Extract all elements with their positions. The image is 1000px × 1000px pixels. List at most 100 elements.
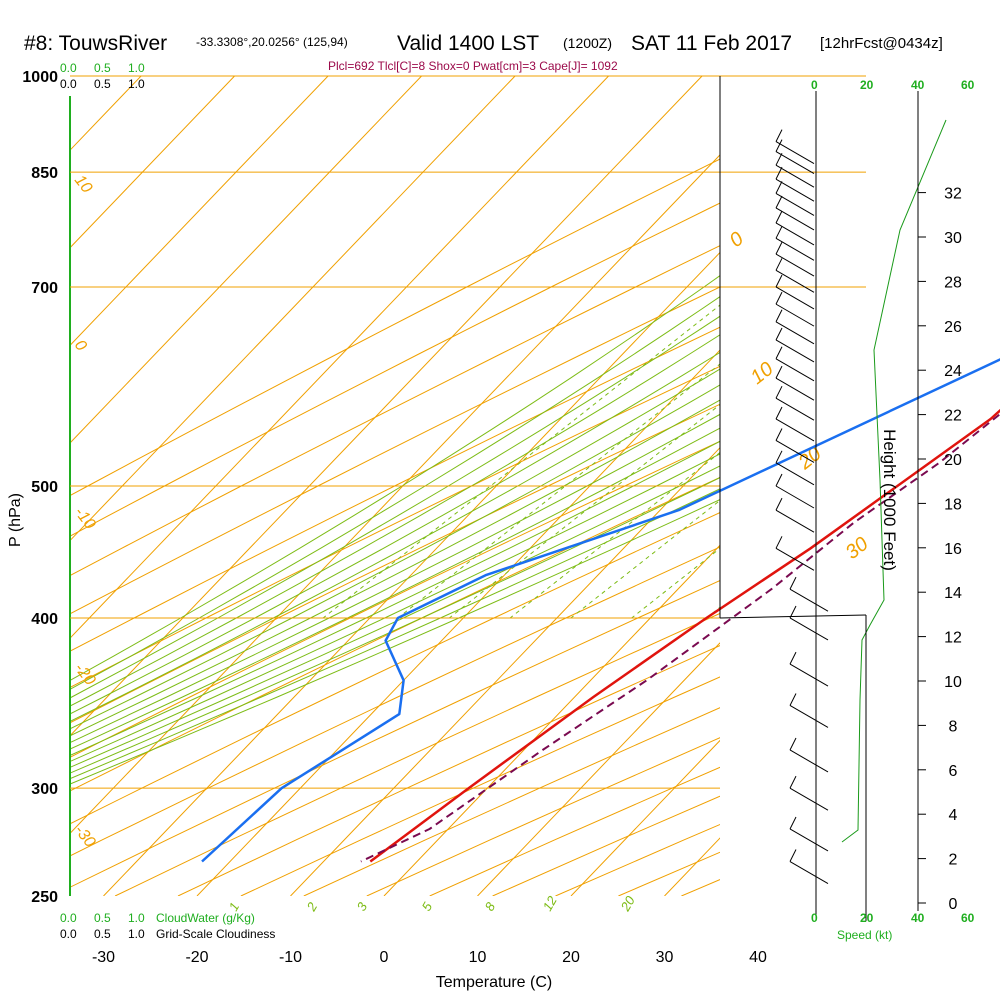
height-tick-label: 30 xyxy=(944,230,962,247)
wind-barb-flag xyxy=(789,849,797,862)
wind-barb-flag xyxy=(775,210,783,224)
wind-barb-flag xyxy=(775,195,783,209)
x-tick-label: 30 xyxy=(656,949,674,966)
cloudwater-scale-bottom-0: 0.0 xyxy=(60,911,77,925)
wind-barb xyxy=(789,663,829,687)
height-tick-label: 16 xyxy=(944,541,962,558)
wind-barb xyxy=(775,462,815,486)
height-profile-line xyxy=(841,119,947,843)
height-tick-label: 14 xyxy=(944,585,962,602)
cloudiness-scale-bottom-1: 0.5 xyxy=(94,927,111,941)
wind-barb xyxy=(775,485,815,509)
wind-barb-flag xyxy=(789,737,797,751)
wind-barb xyxy=(789,787,829,811)
height-tick-label: 32 xyxy=(944,186,962,203)
wind-barb-flag xyxy=(775,139,783,152)
speed-tick-top-3: 60 xyxy=(961,78,975,92)
wind-barb xyxy=(775,207,815,231)
height-tick-label: 0 xyxy=(949,896,958,913)
wind-barb-flag xyxy=(789,605,797,619)
cloudiness-scale-top-0: 0.0 xyxy=(60,77,77,91)
dry-adiabat-label: 30 xyxy=(842,533,873,564)
dry-adiabat-line xyxy=(807,76,1000,896)
isotherm-line xyxy=(852,76,1000,896)
moist-adiabat-line xyxy=(70,488,720,780)
x-tick-label: 10 xyxy=(469,949,487,966)
moist-adiabat-line xyxy=(70,453,720,763)
mixing-ratio-line xyxy=(509,451,720,619)
x-tick-label: 20 xyxy=(562,949,580,966)
height-tick-label: 28 xyxy=(944,274,962,291)
height-tick-label: 20 xyxy=(944,452,962,469)
cloudiness-label: Grid-Scale Cloudiness xyxy=(156,927,275,941)
wind-barb-flag xyxy=(775,241,783,255)
height-tick-label: 22 xyxy=(944,408,962,425)
wind-barb xyxy=(789,588,829,612)
wind-barb-flag xyxy=(775,129,783,142)
mixing-ratio-label: 20 xyxy=(617,893,638,915)
moist-adiabat-line xyxy=(70,413,720,744)
x-tick-label: -10 xyxy=(279,949,302,966)
isotherm-label: -30 xyxy=(71,822,99,851)
isotherm-line xyxy=(70,76,329,347)
dry-adiabat-label: 0 xyxy=(726,228,748,252)
wind-barb xyxy=(775,440,815,463)
moist-adiabat-line xyxy=(70,275,720,681)
cloudiness-scale-bottom-0: 0.0 xyxy=(60,927,77,941)
x-tick-label: 0 xyxy=(380,949,389,966)
wind-barb xyxy=(789,861,829,884)
dewpoint-line xyxy=(201,358,1000,863)
station-coords: -33.3308°,20.0256° (125,94) xyxy=(196,35,348,49)
dry-adiabat-label: 10 xyxy=(747,358,778,389)
speed-tick-top-0: 0 xyxy=(811,78,818,92)
wind-barb xyxy=(775,377,815,401)
height-tick-label: 2 xyxy=(949,852,958,869)
dry-adiabat-line xyxy=(114,612,720,896)
speed-tick-bottom-2: 40 xyxy=(911,911,925,925)
dry-adiabat-line xyxy=(70,286,720,615)
wind-barb-flag xyxy=(775,291,783,305)
height-tick-label: 26 xyxy=(944,319,962,336)
pressure-tick-label: 1000 xyxy=(22,69,58,86)
wind-barb xyxy=(775,253,815,277)
moist-adiabat-line xyxy=(70,498,720,785)
speed-tick-top-1: 20 xyxy=(860,78,874,92)
height-tick-label: 8 xyxy=(949,718,958,735)
cloudiness-scale-top-1: 0.5 xyxy=(94,77,111,91)
isotherm-line xyxy=(477,642,720,896)
wind-barb-flag xyxy=(775,385,783,399)
wind-barb-flag xyxy=(775,152,783,166)
pressure-tick-label: 500 xyxy=(31,479,58,496)
moist-adiabat-line xyxy=(70,399,720,737)
x-tick-label: -30 xyxy=(92,949,115,966)
wind-barb-flag xyxy=(775,536,783,549)
cloudwater-scale-bottom-2: 1.0 xyxy=(128,911,145,925)
wind-barb-flag xyxy=(789,651,797,665)
wind-barb-flag xyxy=(775,428,783,441)
station-title: #8: TouwsRiver xyxy=(24,32,167,55)
isotherm-line xyxy=(70,76,235,249)
x-tick-label: 40 xyxy=(749,949,767,966)
sounding-params: Plcl=692 Tlcl[C]=8 Shox=0 Pwat[cm]=3 Cap… xyxy=(328,59,618,73)
speed-tick-bottom-3: 60 xyxy=(961,911,975,925)
mixing-ratio-label: 2 xyxy=(303,899,320,914)
dry-adiabat-line xyxy=(70,326,720,652)
dry-adiabat-line xyxy=(70,476,720,792)
isotherm-label: 10 xyxy=(71,172,95,197)
moist-adiabat-line xyxy=(70,334,720,707)
speed-tick-top-2: 40 xyxy=(911,78,925,92)
height-tick-label: 24 xyxy=(944,363,962,380)
cloudiness-scale-bottom-2: 1.0 xyxy=(128,927,145,941)
dry-adiabat-line xyxy=(70,158,720,497)
isotherm-line xyxy=(758,76,1000,896)
wind-barb-flag xyxy=(789,576,797,590)
wind-barb xyxy=(789,749,829,773)
speed-label: Speed (kt) xyxy=(837,928,892,942)
wind-barb-flag xyxy=(775,226,783,239)
cloudiness-scale-top-2: 1.0 xyxy=(128,77,145,91)
wind-barb-flag xyxy=(775,346,783,359)
parcel-line xyxy=(360,412,1000,863)
isotherm-line xyxy=(383,544,720,896)
forecast-run: [12hrFcst@0434z] xyxy=(820,35,943,52)
